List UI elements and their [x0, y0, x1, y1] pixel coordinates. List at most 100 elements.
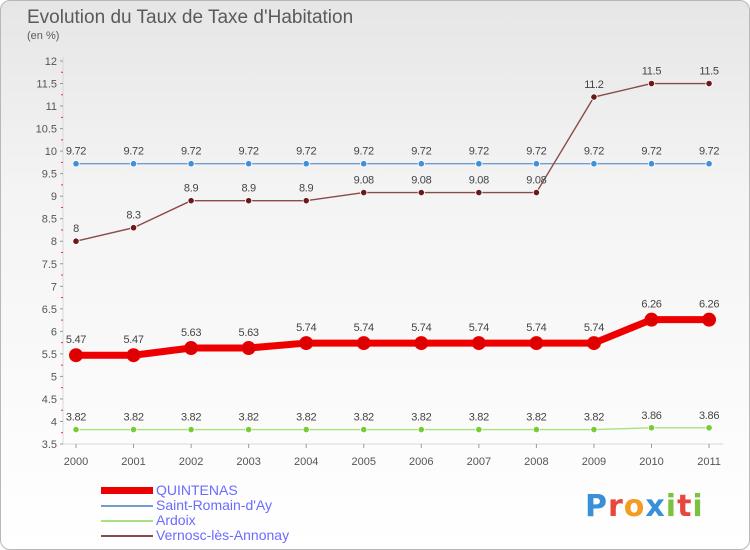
y-tick-label: 11.5	[36, 79, 57, 91]
data-label: 5.63	[239, 327, 259, 339]
y-tick-label: 5	[51, 371, 57, 383]
x-tick-label: 2005	[352, 456, 376, 468]
y-tick-label: 9.5	[42, 169, 57, 181]
data-point	[187, 160, 195, 168]
x-tick-label: 2008	[524, 456, 548, 468]
data-point	[590, 93, 598, 101]
chart-title: Evolution du Taux de Taxe d'Habitation	[27, 7, 354, 28]
legend-label: Saint-Romain-d'Ay	[156, 497, 273, 513]
y-tick-label: 7.5	[42, 259, 57, 271]
data-point	[72, 160, 80, 168]
logo-letter: t	[677, 489, 693, 524]
data-label: 6.26	[641, 299, 661, 311]
series-line	[75, 82, 710, 242]
y-tick-label: 7	[51, 281, 57, 293]
logo-letter: r	[608, 489, 624, 524]
y-tick-label: 10.5	[36, 124, 57, 136]
logo-letter: o	[623, 489, 646, 524]
data-point	[644, 312, 659, 327]
data-point	[414, 336, 429, 351]
y-tick-label: 5.5	[42, 349, 57, 361]
data-point	[245, 160, 253, 168]
logo-letter: P	[585, 489, 608, 524]
data-point	[475, 188, 483, 197]
data-label: 8	[73, 223, 79, 235]
data-point	[702, 312, 717, 327]
y-tick-label: 11	[46, 101, 57, 113]
data-label: 9.08	[354, 175, 374, 187]
data-label: 11.5	[699, 66, 719, 78]
data-label: 5.74	[411, 322, 431, 334]
data-point	[187, 425, 195, 434]
data-point	[590, 425, 598, 434]
proxiti-logo: Proxiti	[585, 489, 704, 524]
legend-swatch	[101, 505, 153, 507]
data-point	[475, 425, 483, 434]
data-label: 3.82	[411, 412, 431, 424]
data-point	[245, 197, 253, 205]
data-point	[72, 425, 80, 434]
data-point	[590, 160, 598, 168]
data-point	[129, 224, 138, 232]
y-tick-label: 4	[51, 416, 57, 428]
y-tick-label: 8	[51, 236, 57, 248]
data-point	[529, 336, 544, 351]
data-point	[69, 348, 83, 363]
data-point	[72, 237, 80, 245]
data-point	[532, 160, 541, 168]
data-label: 9.72	[699, 146, 719, 158]
data-point	[241, 341, 256, 356]
data-point	[471, 336, 486, 351]
data-point	[302, 160, 310, 168]
legend-swatch	[101, 535, 153, 537]
x-tick-label: 2004	[294, 456, 318, 468]
data-point	[705, 424, 713, 432]
data-label: 9.72	[354, 146, 374, 158]
logo-letter: i	[692, 489, 704, 524]
data-label: 9.72	[584, 146, 604, 158]
data-point	[360, 425, 368, 434]
data-label: 3.82	[296, 412, 316, 424]
data-label: 3.86	[641, 410, 661, 422]
data-label: 9.72	[526, 146, 546, 158]
data-point	[647, 424, 656, 432]
data-label: 5.74	[584, 322, 604, 334]
logo-letter: i	[665, 489, 678, 524]
data-label: 3.82	[584, 412, 604, 424]
data-label: 8.9	[241, 183, 256, 195]
x-tick-label: 2007	[467, 456, 491, 468]
data-label: 3.82	[66, 412, 86, 424]
x-tick-label: 2009	[582, 456, 606, 468]
y-tick-label: 3.5	[42, 439, 57, 451]
data-label: 8.9	[184, 183, 199, 195]
data-label: 3.82	[181, 412, 201, 424]
y-tick-label: 4.5	[42, 394, 57, 406]
data-point	[129, 160, 138, 168]
x-tick-label: 2011	[697, 456, 721, 468]
data-point	[417, 425, 425, 434]
y-tick-label: 6	[51, 326, 57, 338]
x-tick-label: 2006	[409, 456, 433, 468]
data-label: 5.47	[66, 334, 86, 346]
data-label: 9.72	[239, 146, 259, 158]
data-point	[356, 336, 371, 351]
data-label: 3.82	[123, 412, 143, 424]
data-label: 3.82	[469, 412, 489, 424]
data-label: 9.72	[296, 146, 316, 158]
data-point	[532, 188, 541, 197]
data-label: 9.72	[66, 146, 86, 158]
data-label: 5.63	[181, 327, 201, 339]
data-label: 5.74	[526, 322, 546, 334]
x-tick-label: 2003	[236, 456, 260, 468]
y-tick-label: 9	[51, 191, 57, 203]
data-point	[187, 197, 195, 205]
data-label: 9.08	[526, 175, 546, 187]
data-point	[126, 348, 141, 363]
x-tick-label: 2010	[639, 456, 663, 468]
logo-letter: x	[645, 489, 666, 524]
data-point	[245, 425, 253, 434]
data-label: 8.9	[299, 183, 314, 195]
data-point	[360, 160, 368, 168]
data-label: 3.82	[239, 412, 259, 424]
